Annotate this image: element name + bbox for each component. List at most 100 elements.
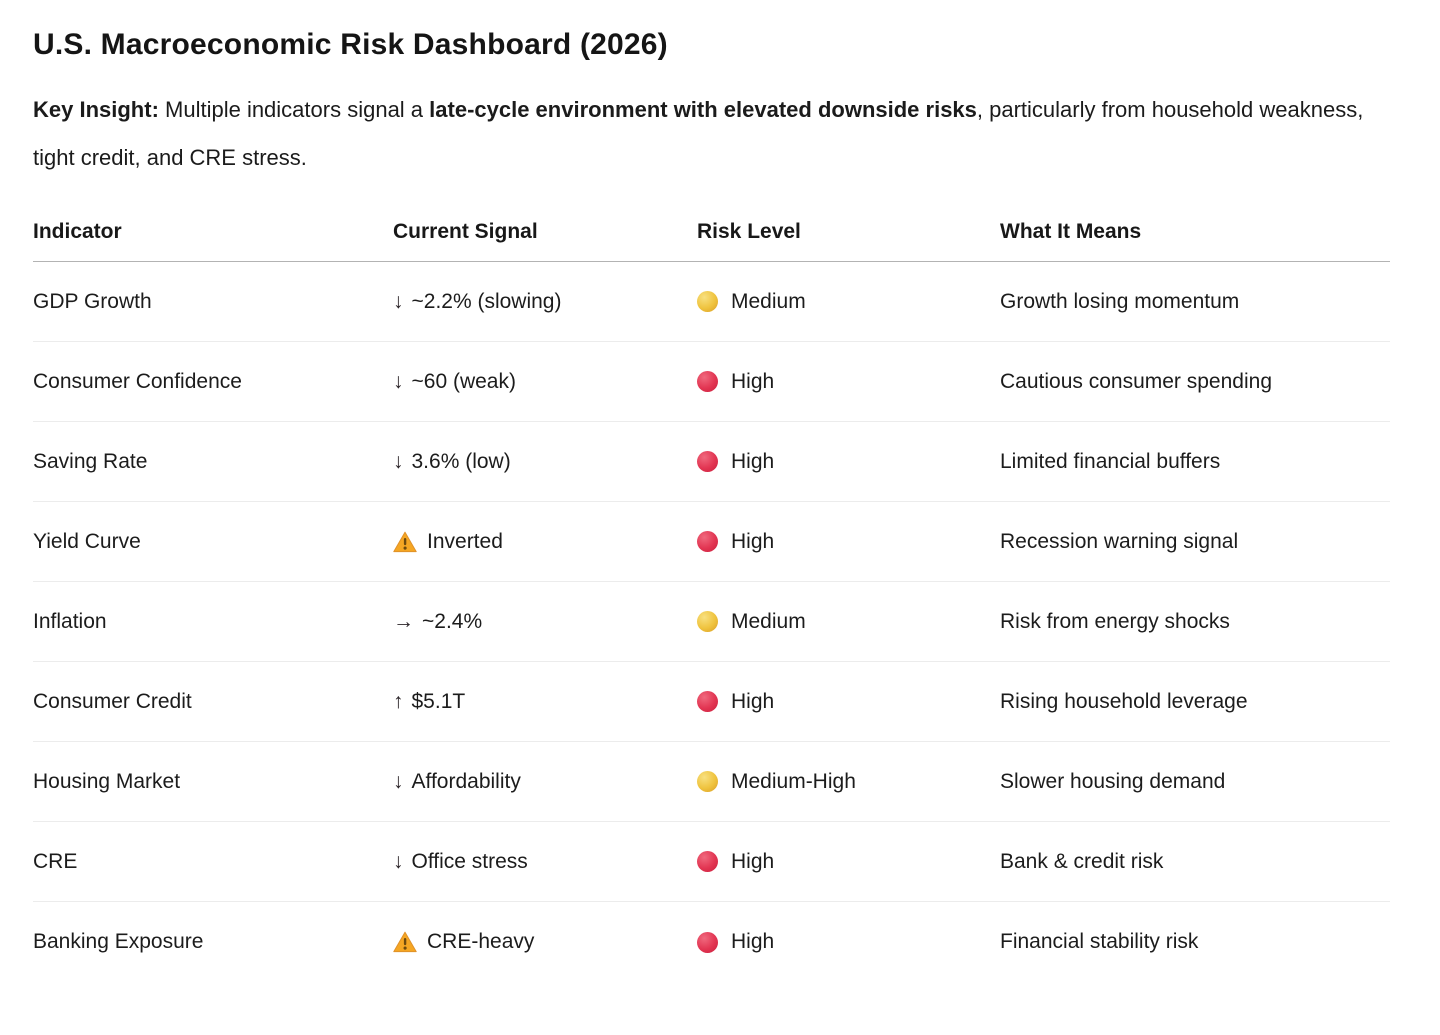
signal-cell: ↓ ~2.2% (slowing): [393, 290, 697, 314]
risk-label: High: [731, 930, 775, 953]
meaning-cell: Limited financial buffers: [1000, 450, 1390, 474]
risk-cell: High: [697, 530, 1000, 554]
risk-cell: Medium: [697, 610, 1000, 634]
key-insight-segment-1: Multiple indicators signal a: [158, 97, 430, 122]
key-insight-label: Key Insight:: [33, 97, 159, 122]
table-row: Consumer Confidence ↓ ~60 (weak) High Ca…: [33, 342, 1390, 422]
indicator-label: GDP Growth: [33, 289, 152, 313]
indicator-cell: Inflation: [33, 610, 393, 634]
meaning-label: Bank & credit risk: [1000, 849, 1164, 873]
risk-cell: Medium: [697, 290, 1000, 314]
table-row: GDP Growth ↓ ~2.2% (slowing) Medium Grow…: [33, 262, 1390, 342]
indicator-label: Consumer Credit: [33, 689, 192, 713]
risk-dot-icon: [697, 691, 718, 712]
risk-label: High: [731, 689, 775, 713]
meaning-cell: Slower housing demand: [1000, 770, 1390, 794]
indicator-cell: Housing Market: [33, 770, 393, 794]
signal-cell: CRE-heavy: [393, 930, 697, 954]
risk-cell: High: [697, 930, 1000, 954]
trend-arrow-icon: ↓: [393, 289, 404, 313]
risk-label: Medium: [731, 609, 806, 633]
indicator-cell: Consumer Credit: [33, 690, 393, 714]
trend-arrow-icon: →: [393, 609, 414, 633]
trend-arrow-icon: ↓: [393, 369, 404, 393]
meaning-label: Financial stability risk: [1000, 930, 1199, 953]
signal-label: ~2.2% (slowing): [411, 289, 562, 313]
table-header-row: Indicator Current Signal Risk Level What…: [33, 210, 1390, 262]
table-row: CRE ↓ Office stress High Bank & credit r…: [33, 822, 1390, 902]
key-insight-segment-2: , particularly from household weakness, …: [33, 97, 1364, 170]
risk-dot-icon: [697, 851, 718, 872]
risk-table: Indicator Current Signal Risk Level What…: [33, 210, 1390, 982]
signal-label: $5.1T: [411, 689, 466, 713]
risk-cell: Medium-High: [697, 770, 1000, 794]
signal-cell: ↓ Office stress: [393, 850, 697, 874]
meaning-label: Rising household leverage: [1000, 689, 1248, 713]
indicator-cell: CRE: [33, 850, 393, 874]
signal-label: Office stress: [411, 849, 528, 873]
trend-arrow-icon: ↑: [393, 689, 404, 713]
signal-cell: Inverted: [393, 530, 697, 554]
signal-label: Inverted: [427, 529, 503, 553]
column-header-current-signal: Current Signal: [393, 220, 538, 243]
risk-cell: High: [697, 690, 1000, 714]
signal-label: Affordability: [411, 769, 521, 793]
meaning-cell: Growth losing momentum: [1000, 290, 1390, 314]
page-title: U.S. Macroeconomic Risk Dashboard (2026): [33, 28, 668, 61]
signal-label: ~60 (weak): [411, 369, 516, 393]
indicator-label: CRE: [33, 849, 78, 873]
table-row: Banking Exposure CRE-heavy High Financia…: [33, 902, 1390, 982]
meaning-label: Limited financial buffers: [1000, 449, 1221, 473]
signal-cell: → ~2.4%: [393, 610, 697, 634]
indicator-label: Saving Rate: [33, 449, 148, 473]
meaning-cell: Risk from energy shocks: [1000, 610, 1390, 634]
column-header-indicator: Indicator: [33, 220, 122, 243]
indicator-cell: Consumer Confidence: [33, 370, 393, 394]
warning-icon: [393, 931, 417, 953]
meaning-label: Cautious consumer spending: [1000, 369, 1272, 393]
warning-icon: [393, 531, 417, 553]
risk-label: Medium: [731, 289, 806, 313]
risk-label: High: [731, 449, 775, 473]
trend-arrow-icon: ↓: [393, 849, 404, 873]
key-insight: Key Insight: Multiple indicators signal …: [33, 86, 1390, 182]
risk-cell: High: [697, 370, 1000, 394]
risk-dot-icon: [697, 771, 718, 792]
meaning-label: Slower housing demand: [1000, 769, 1226, 793]
signal-cell: ↓ 3.6% (low): [393, 450, 697, 474]
meaning-cell: Recession warning signal: [1000, 530, 1390, 554]
trend-arrow-icon: ↓: [393, 449, 404, 473]
indicator-label: Banking Exposure: [33, 930, 204, 953]
signal-label: CRE-heavy: [427, 930, 535, 953]
indicator-cell: Banking Exposure: [33, 930, 393, 954]
meaning-label: Recession warning signal: [1000, 529, 1239, 553]
risk-dot-icon: [697, 531, 718, 552]
risk-cell: High: [697, 450, 1000, 474]
table-row: Saving Rate ↓ 3.6% (low) High Limited fi…: [33, 422, 1390, 502]
risk-cell: High: [697, 850, 1000, 874]
risk-dot-icon: [697, 291, 718, 312]
risk-label: Medium-High: [731, 769, 856, 793]
table-row: Consumer Credit ↑ $5.1T High Rising hous…: [33, 662, 1390, 742]
indicator-cell: Yield Curve: [33, 530, 393, 554]
table-row: Inflation → ~2.4% Medium Risk from energ…: [33, 582, 1390, 662]
risk-label: High: [731, 849, 775, 873]
meaning-label: Growth losing momentum: [1000, 289, 1240, 313]
table-body: GDP Growth ↓ ~2.2% (slowing) Medium Grow…: [33, 262, 1390, 982]
trend-arrow-icon: ↓: [393, 769, 404, 793]
indicator-cell: Saving Rate: [33, 450, 393, 474]
column-header-what-it-means: What It Means: [1000, 220, 1142, 243]
meaning-cell: Bank & credit risk: [1000, 850, 1390, 874]
risk-dot-icon: [697, 371, 718, 392]
key-insight-bold-phrase: late-cycle environment with elevated dow…: [429, 97, 977, 122]
meaning-cell: Financial stability risk: [1000, 930, 1390, 954]
risk-dot-icon: [697, 451, 718, 472]
table-row: Yield Curve Inverted High Recession warn…: [33, 502, 1390, 582]
table-row: Housing Market ↓ Affordability Medium-Hi…: [33, 742, 1390, 822]
risk-dot-icon: [697, 931, 718, 953]
risk-label: High: [731, 369, 775, 393]
meaning-cell: Rising household leverage: [1000, 690, 1390, 714]
risk-label: High: [731, 529, 775, 553]
indicator-label: Housing Market: [33, 769, 181, 793]
indicator-label: Inflation: [33, 609, 107, 633]
